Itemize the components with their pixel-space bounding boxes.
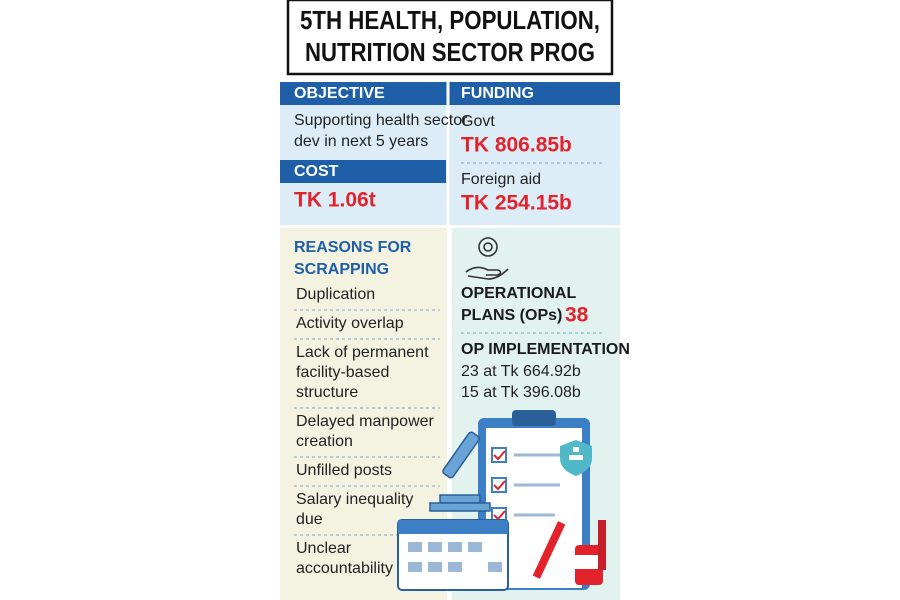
funding-label: Foreign aid (461, 171, 541, 188)
title-line: 5TH HEALTH, POPULATION, (300, 5, 600, 35)
op-impl-line: 15 at Tk 396.08b (461, 384, 581, 401)
funding-value: TK 254.15b (461, 192, 572, 215)
header-bar (280, 82, 620, 105)
funding-value: TK 806.85b (461, 134, 572, 157)
objective-text: Supporting health sector (294, 112, 468, 129)
reason-text: facility-based (296, 364, 389, 381)
title-box (286, 0, 614, 76)
reasons-list: Duplication Activity overlap Lack of perma… (294, 286, 440, 577)
op-value: 38 (565, 304, 589, 327)
illustration (397, 410, 606, 591)
funding-heading: FUNDING (461, 85, 534, 102)
objective-text: dev in next 5 years (294, 133, 428, 150)
reason-text: Activity overlap (296, 315, 404, 332)
cost-value: TK 1.06t (294, 189, 376, 212)
reason-text: Unfilled posts (296, 462, 392, 479)
reason-text: Duplication (296, 286, 375, 303)
reason-text: Lack of permanent (296, 344, 429, 361)
reason-text: Salary inequality (296, 491, 413, 508)
objective-heading: OBJECTIVE (294, 85, 385, 102)
op-label: PLANS (OPs) (461, 307, 562, 324)
op-impl-line: 23 at Tk 664.92b (461, 363, 581, 380)
reason-text: Delayed manpower (296, 413, 435, 430)
reason-text: Unclear (296, 540, 352, 557)
title-line: NUTRITION SECTOR PROG (305, 37, 595, 67)
gear-hand-icon (465, 237, 509, 280)
reason-text: creation (296, 433, 353, 450)
op-label: OPERATIONAL (461, 285, 576, 302)
reasons-heading: SCRAPPING (294, 261, 389, 278)
funding-label: Govt (461, 113, 495, 130)
op-impl-heading: OP IMPLEMENTATION (461, 341, 630, 358)
reason-text: due (296, 511, 323, 528)
cost-heading: COST (294, 163, 339, 180)
reasons-heading: REASONS FOR (294, 239, 412, 256)
reason-text: structure (296, 384, 358, 401)
cost-bar (280, 160, 446, 183)
reason-text: accountability (296, 560, 393, 577)
